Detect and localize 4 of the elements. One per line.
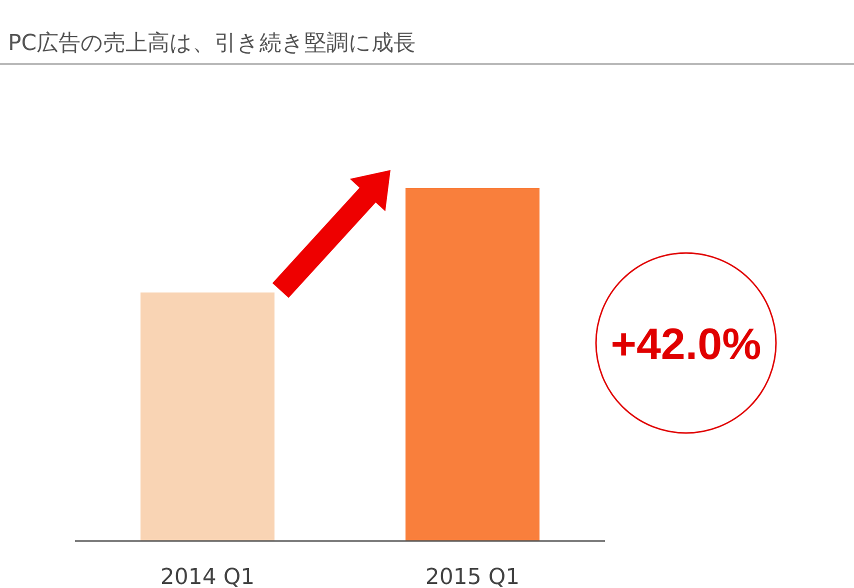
text: +42.0% xyxy=(610,320,762,369)
x-tick-label: 2014 Q1 xyxy=(160,565,255,588)
x-tick-label: 2015 Q1 xyxy=(425,565,520,588)
chart-title: PC広告の売上高は、引き続き堅調に成長 xyxy=(8,31,416,56)
